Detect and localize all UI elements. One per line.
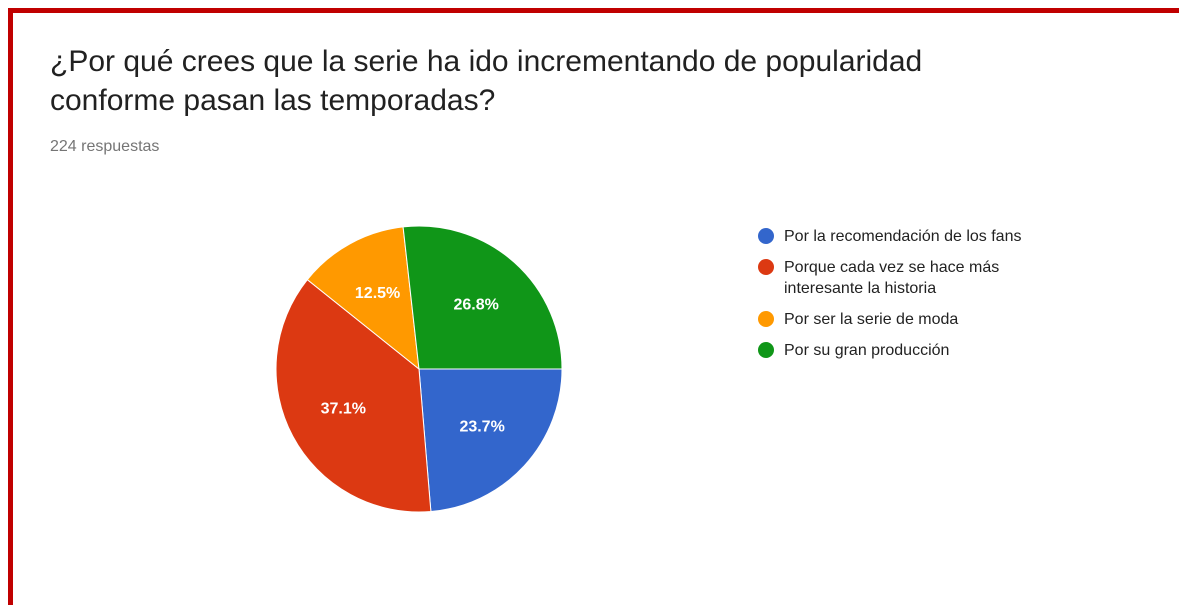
- pie-slice: [275, 278, 432, 513]
- legend-label: Por ser la serie de moda: [784, 311, 959, 328]
- legend-swatch: [758, 259, 774, 275]
- slice-label: 37.1%: [321, 401, 366, 418]
- legend-item: Porque cada vez se hace más interesante …: [758, 257, 1078, 299]
- legend-swatch: [758, 311, 774, 327]
- pie-slice: [402, 225, 563, 370]
- legend-item: Por su gran producción: [758, 340, 1078, 361]
- frame: [8, 8, 1179, 13]
- chart-title: ¿Por qué crees que la serie ha ido incre…: [50, 45, 923, 117]
- legend-label: Por su gran producción: [784, 342, 950, 359]
- frame: [8, 8, 13, 605]
- legend-item: Por ser la serie de moda: [758, 309, 1078, 330]
- legend-label: Porque cada vez se hace más interesante …: [784, 259, 1000, 297]
- legend-swatch: [758, 228, 774, 244]
- slice-label: 23.7%: [459, 418, 504, 435]
- slice-label: 26.8%: [454, 296, 499, 313]
- response-count: 224 respuestas: [50, 138, 160, 155]
- legend-label: Por la recomendación de los fans: [784, 228, 1022, 245]
- legend: Por la recomendación de los fans Porque c…: [758, 226, 1078, 371]
- legend-swatch: [758, 342, 774, 358]
- pie-slice: [418, 368, 563, 513]
- legend-item: Por la recomendación de los fans: [758, 226, 1078, 247]
- slice-label: 12.5%: [355, 285, 400, 302]
- pie-slice: [306, 226, 420, 371]
